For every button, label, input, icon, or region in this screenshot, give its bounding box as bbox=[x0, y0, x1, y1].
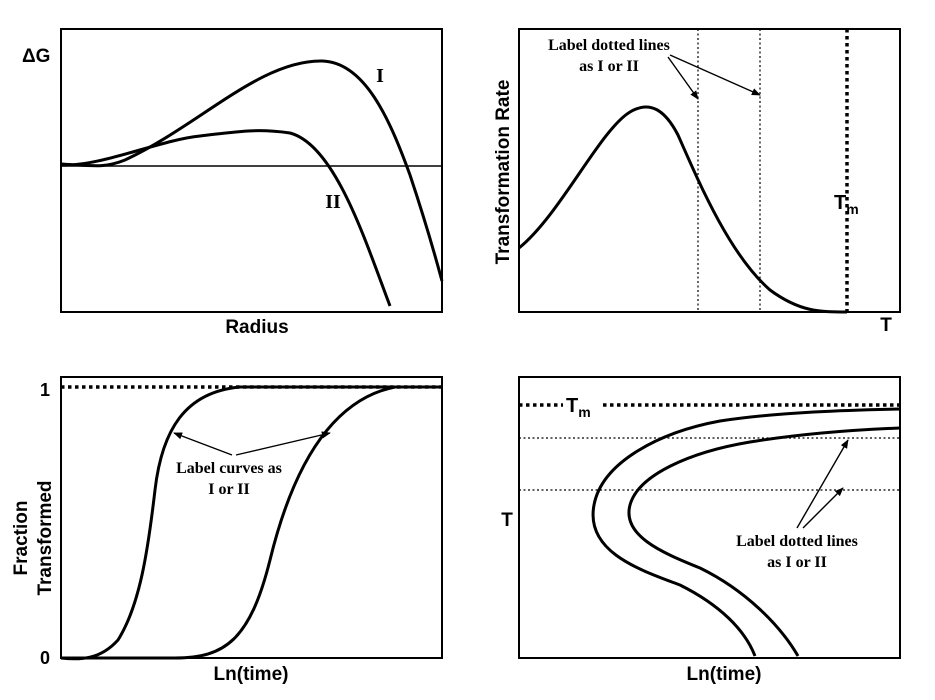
curve-i bbox=[60, 59, 444, 282]
ttt-time-axis-label: Ln(time) bbox=[687, 664, 762, 685]
panel-ttt-frame bbox=[518, 376, 901, 659]
fraction-arrow-right bbox=[235, 431, 331, 456]
panel-fraction-frame bbox=[60, 376, 443, 659]
fraction-arrow-left bbox=[173, 432, 233, 456]
panel-free-energy-frame bbox=[60, 28, 443, 313]
rate-note-line2: as I or II bbox=[579, 58, 639, 75]
fraction-tick-zero: 0 bbox=[40, 648, 50, 668]
radius-axis-label: Radius bbox=[225, 317, 288, 338]
transformation-rate-axis-label: Transformation Rate bbox=[493, 80, 514, 265]
ttt-arrow-upper bbox=[796, 439, 849, 529]
curve-ii bbox=[60, 129, 392, 307]
fraction-curve-fast bbox=[60, 385, 442, 661]
ttt-arrow-lower bbox=[802, 487, 844, 529]
delta-g-axis-label: ΔG bbox=[22, 46, 50, 67]
ttt-tm-label: Tm bbox=[566, 395, 591, 420]
panel-free-energy: ΔG Radius I II bbox=[22, 28, 444, 338]
panel-ttt-diagram: T Ln(time) Tm Label dotted lines as I or… bbox=[501, 376, 901, 685]
fraction-note-line1: Label curves as bbox=[176, 460, 282, 477]
curve-ii-label: II bbox=[325, 191, 341, 213]
ttt-note-line1: Label dotted lines bbox=[736, 533, 858, 550]
fraction-axis-label-line2: Transformed bbox=[35, 480, 56, 595]
fraction-note-line2: I or II bbox=[208, 481, 250, 498]
curve-i-label: I bbox=[376, 65, 384, 87]
panel-fraction-transformed: Fraction Transformed Ln(time) 1 0 Label … bbox=[11, 376, 443, 685]
rate-arrow-right bbox=[669, 54, 761, 96]
fraction-time-axis-label: Ln(time) bbox=[214, 664, 289, 685]
panel-transformation-rate: Transformation Rate T Label dotted lines… bbox=[493, 28, 901, 336]
fraction-axis-label-line1: Fraction bbox=[11, 501, 32, 576]
ttt-note-line2: as I or II bbox=[767, 554, 827, 571]
fraction-tick-one: 1 bbox=[40, 380, 50, 400]
panel-rate-frame bbox=[518, 28, 901, 313]
rate-curve bbox=[518, 105, 848, 314]
rate-tm-label: Tm bbox=[834, 192, 859, 217]
fraction-curve-slow bbox=[61, 385, 442, 660]
ttt-temperature-axis-label: T bbox=[501, 510, 513, 531]
ttt-curve-start bbox=[591, 407, 901, 657]
temperature-axis-label: T bbox=[880, 315, 892, 336]
rate-note-line1: Label dotted lines bbox=[548, 37, 670, 54]
ttt-curve-finish bbox=[627, 426, 901, 657]
rate-arrow-left bbox=[667, 56, 699, 100]
